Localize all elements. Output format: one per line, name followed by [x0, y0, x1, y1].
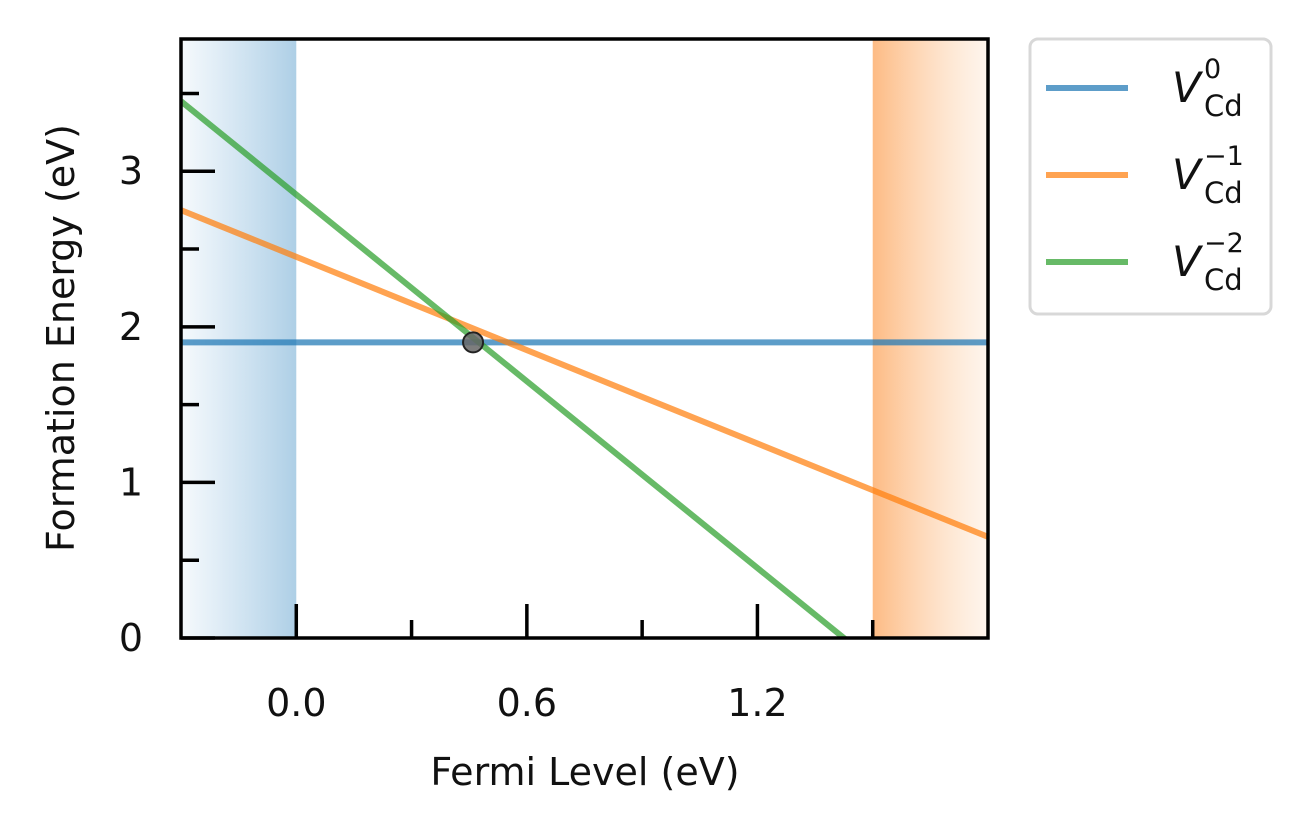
y-tick-label: 2: [119, 305, 143, 349]
legend-label-sub: Cd: [1204, 263, 1243, 297]
plot-frame: [179, 37, 990, 640]
legend-entry-0: V 0 Cd: [1046, 54, 1243, 123]
x-tick-label: 0.6: [497, 681, 557, 725]
axis-ticks: 0 1 2 3 0.0 0.6 1.2: [119, 91, 875, 725]
series-line-2: [181, 98, 849, 638]
legend-label-base: V: [1172, 63, 1204, 112]
y-tick-label: 3: [119, 149, 143, 193]
legend-label-sub: Cd: [1204, 176, 1243, 210]
legend-label-sup: −1: [1204, 141, 1244, 172]
legend-entry-2: V −2 Cd: [1046, 228, 1244, 297]
valence-band-region: [181, 39, 297, 638]
y-tick-label: 1: [119, 460, 143, 504]
y-tick-label: 0: [119, 616, 143, 660]
x-tick-label: 1.2: [727, 681, 787, 725]
legend-label-sub: Cd: [1204, 89, 1243, 123]
series-lines: [181, 98, 988, 638]
legend-label-sup: 0: [1204, 54, 1221, 85]
conduction-band-region: [872, 39, 988, 638]
y-axis-label: Formation Energy (eV): [39, 124, 83, 552]
x-tick-label: 0.0: [266, 681, 326, 725]
series-line-1: [181, 207, 988, 540]
legend-label-sup: −2: [1204, 228, 1244, 259]
legend-label-base: V: [1172, 150, 1204, 199]
legend-entry-1: V −1 Cd: [1046, 141, 1244, 210]
transition-point-marker: [462, 331, 485, 354]
legend-label-base: V: [1172, 237, 1204, 286]
x-axis-label: Fermi Level (eV): [430, 750, 739, 794]
legend-box: [1028, 37, 1273, 316]
